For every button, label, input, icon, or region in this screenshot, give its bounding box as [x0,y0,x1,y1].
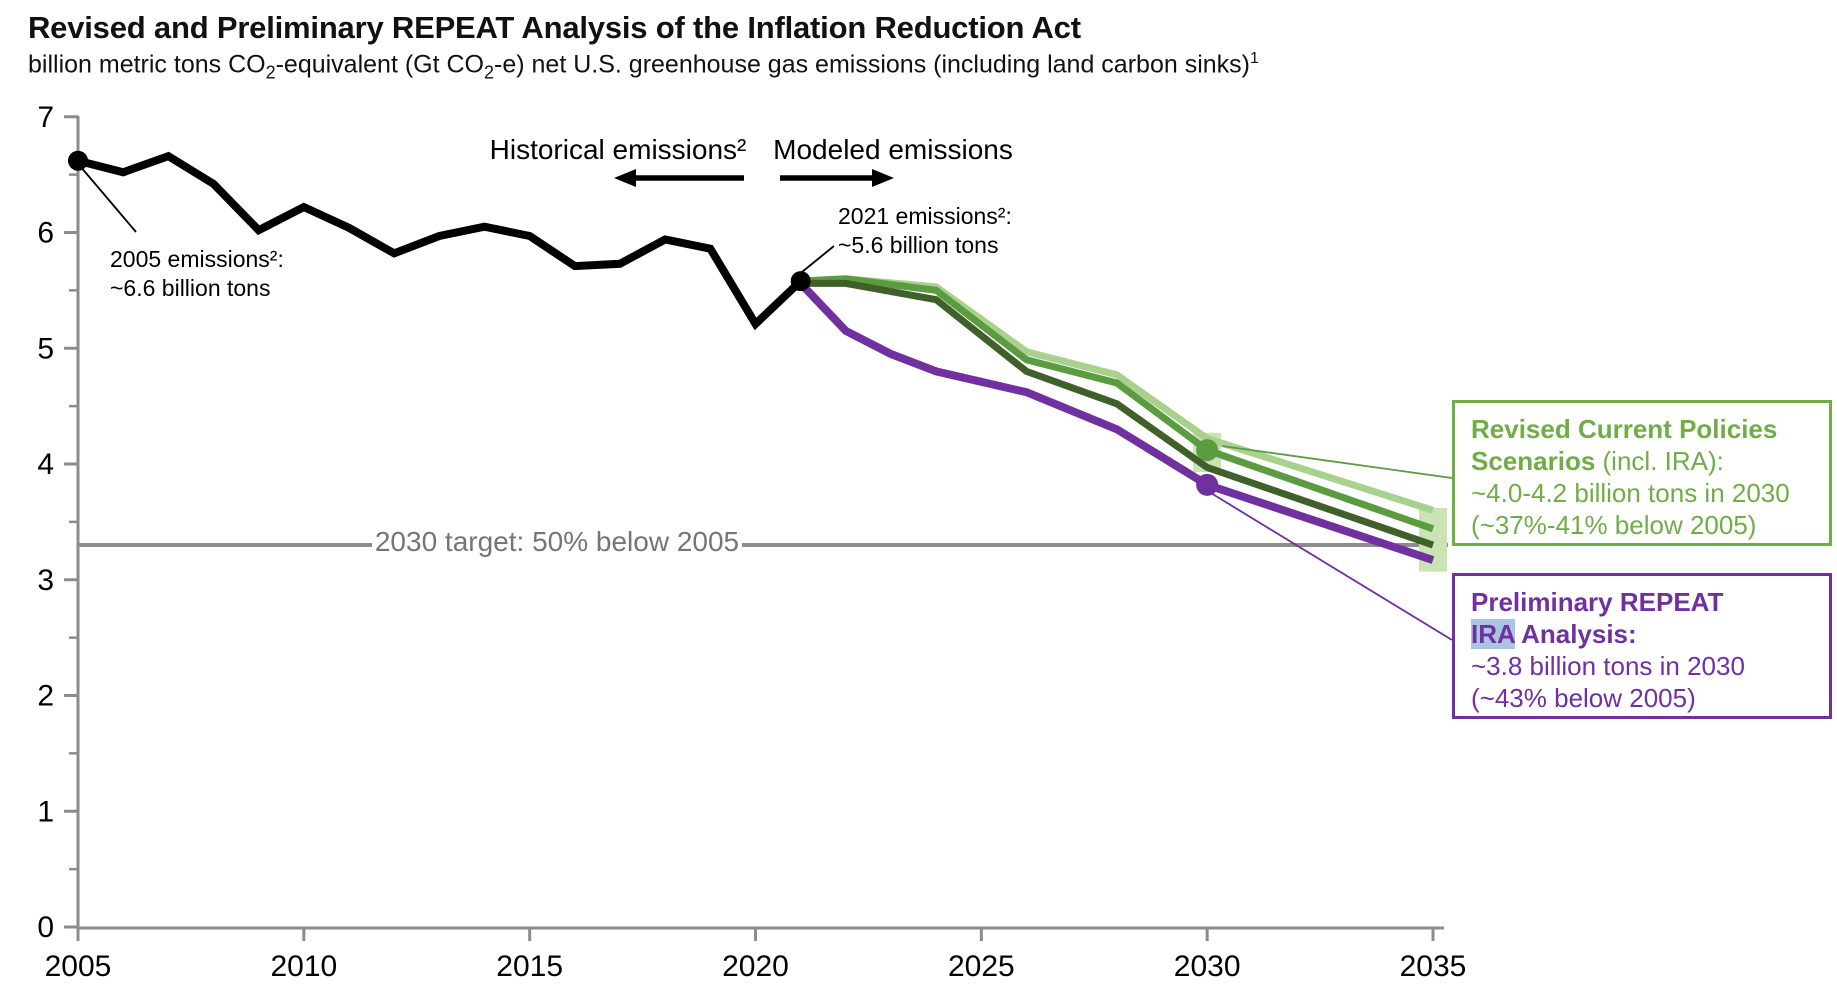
modeled-emissions-label: Modeled emissions [773,134,1013,165]
y-tick-label: 2 [37,680,54,713]
x-tick-label: 2020 [722,950,789,983]
modeled-arrow-head [872,169,894,187]
y-tick-label: 0 [37,911,54,944]
chart-subtitle: billion metric tons CO2-equivalent (Gt C… [28,50,1259,83]
series-revised-current-policies-low [800,279,1435,549]
annotation-2021-emissions: 2021 emissions²: ~5.6 billion tons [838,202,1012,260]
annotation-2005-line1: 2005 emissions²: [110,246,284,272]
series-revised-current-policies-high [800,275,1435,514]
y-tick-label: 4 [37,448,54,481]
callout-green-legend [1221,445,1453,479]
x-tick-label: 2015 [496,950,563,983]
point-2021-emissions [790,271,811,292]
historical-arrow-head [614,169,636,187]
historical-emissions-label: Historical emissions² [489,134,747,165]
annotation-2005-emissions: 2005 emissions²: ~6.6 billion tons [110,245,284,303]
y-tick-label: 3 [37,564,54,597]
callout-2021 [801,245,835,273]
callout-purple-legend [1205,489,1453,641]
legend-purple-line1: Preliminary REPEAT [1471,587,1724,617]
x-tick-label: 2010 [270,950,337,983]
target-line-label: 2030 target: 50% below 2005 [374,526,740,557]
x-tick-label: 2005 [45,950,112,983]
y-tick-label: 6 [37,217,54,250]
x-tick-label: 2035 [1400,950,1467,983]
legend-purple-line3: ~3.8 billion tons in 2030 [1471,651,1745,681]
y-tick-label: 7 [37,101,54,134]
annotation-2005-line2: ~6.6 billion tons [110,275,271,301]
x-tick-label: 2030 [1174,950,1241,983]
y-tick-label: 1 [37,795,54,828]
point-2030-preliminary-ira [1196,473,1219,496]
series-preliminary-repeat-ira [797,280,1435,564]
legend-preliminary-repeat-ira: Preliminary REPEAT IRA Analysis: ~3.8 bi… [1452,573,1832,719]
legend-purple-line4: (~43% below 2005) [1471,683,1696,713]
legend-green-line3: ~4.0-4.2 billion tons in 2030 [1471,478,1790,508]
series-historical-emissions [77,151,804,331]
page-title: Revised and Preliminary REPEAT Analysis … [28,10,1081,45]
legend-purple-line2: IRA Analysis: [1471,619,1637,649]
legend-green-line1: Revised Current Policies [1471,414,1778,444]
x-tick-label: 2025 [948,950,1015,983]
legend-green-line2: Scenarios (incl. IRA): [1471,446,1724,476]
callout-2005 [79,165,137,233]
annotation-2021-line2: ~5.6 billion tons [838,232,999,258]
legend-revised-current-policies: Revised Current Policies Scenarios (incl… [1452,400,1832,546]
point-2030-revised-current-policies [1196,439,1219,462]
y-tick-label: 5 [37,332,54,365]
point-2005-emissions [68,150,88,171]
annotation-2021-line1: 2021 emissions²: [838,203,1012,229]
legend-green-line4: (~37%-41% below 2005) [1471,510,1757,540]
